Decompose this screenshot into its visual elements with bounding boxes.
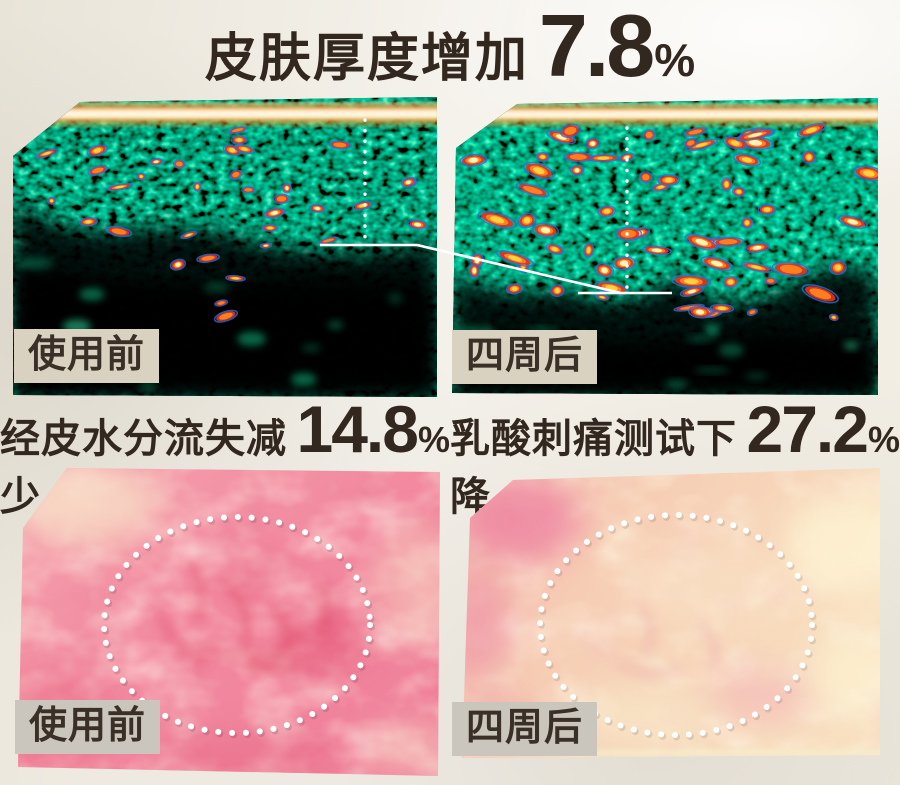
metric-water-loss-title: 经皮水分流失减少 bbox=[0, 417, 287, 519]
skin-comparison: 使用前 四周后 bbox=[0, 465, 900, 785]
ultrasound-before-label: 使用前 bbox=[14, 329, 160, 383]
skin-before-label: 使用前 bbox=[15, 700, 161, 754]
metric-sting-test: 乳酸刺痛测试下降 27.2 % bbox=[450, 392, 900, 519]
headline-unit: % bbox=[654, 34, 696, 86]
headline-value: 7.8 bbox=[538, 0, 655, 95]
metric-water-loss-unit: % bbox=[417, 419, 450, 460]
metrics: 经皮水分流失减少 14.8 % 乳酸刺痛测试下降 27.2 % bbox=[0, 392, 900, 519]
thickness-measure-markers bbox=[320, 118, 672, 295]
measure-circle-before bbox=[101, 514, 373, 736]
ultrasound-comparison: 使用前 四周后 bbox=[0, 90, 900, 402]
metric-water-loss-value: 14.8 bbox=[296, 392, 419, 466]
measure-circle-after bbox=[537, 512, 815, 738]
metric-sting-test-value: 27.2 bbox=[746, 392, 869, 466]
metric-water-loss: 经皮水分流失减少 14.8 % bbox=[0, 392, 450, 519]
headline-text: 皮肤厚度增加 bbox=[204, 30, 529, 88]
metric-sting-test-unit: % bbox=[867, 419, 900, 460]
headline: 皮肤厚度增加 7.8 % bbox=[0, 0, 900, 95]
skin-after-label: 四周后 bbox=[452, 702, 598, 756]
ultrasound-images bbox=[13, 97, 878, 397]
ultrasound-after-label: 四周后 bbox=[452, 330, 598, 384]
